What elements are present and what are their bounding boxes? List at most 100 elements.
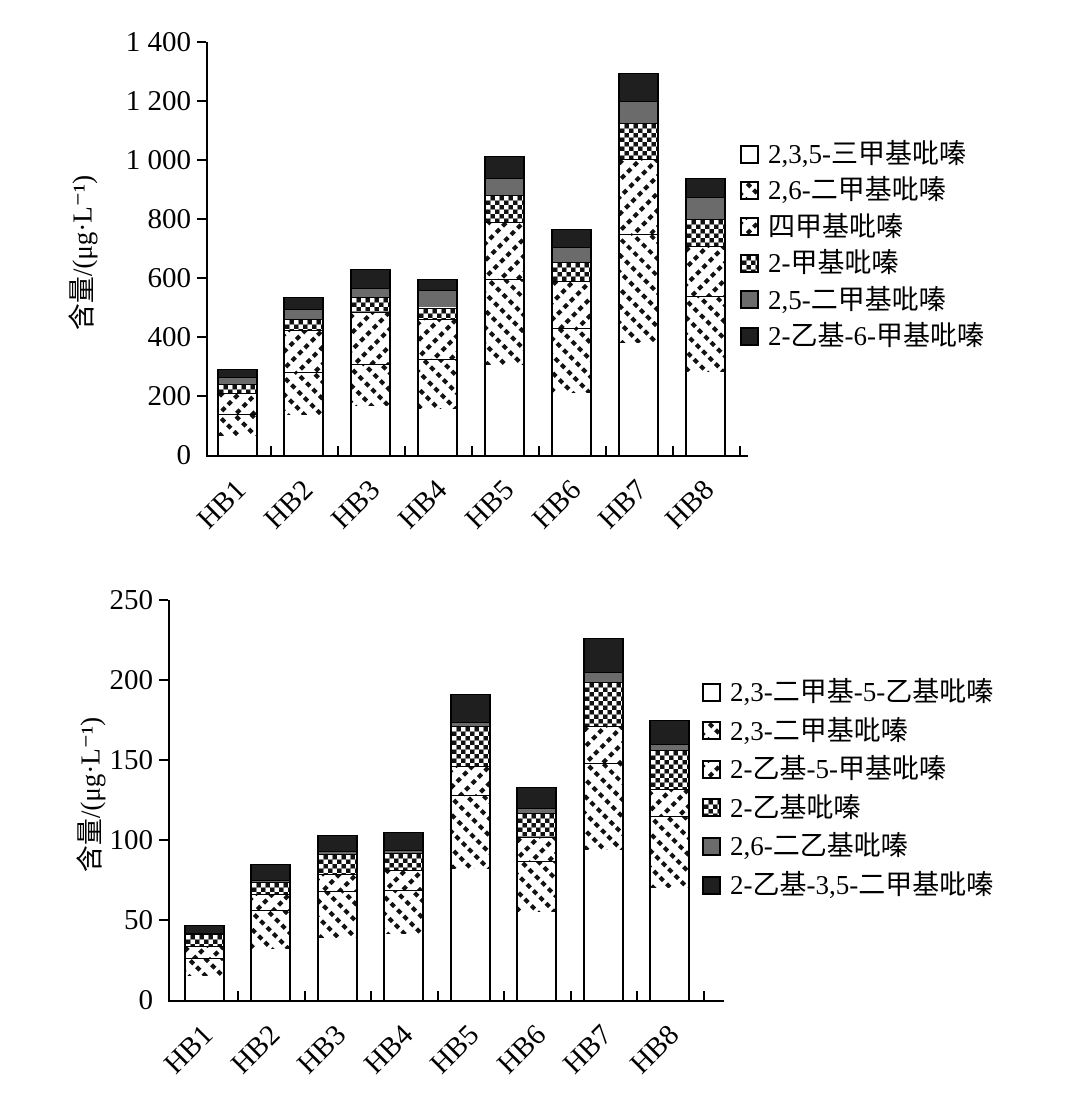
bar-segment: [686, 372, 724, 455]
y-axis-tick: [197, 336, 206, 338]
bottom-chart-y-axis-title: 含量/(μg·L⁻¹): [75, 716, 106, 873]
bar-segment: [185, 975, 223, 1000]
x-axis-minor-tick: [503, 991, 506, 1000]
bar-segment: [252, 881, 289, 895]
bar-segment: [651, 750, 688, 789]
bar-segment: [518, 808, 555, 813]
stacked-bar-HB3: [316, 835, 358, 1002]
bar-segment: [285, 415, 323, 455]
bar-segment: [553, 247, 590, 262]
bar-segment: [352, 406, 390, 455]
legend-label: 2-甲基吡嗪: [768, 248, 899, 279]
bar-segment: [451, 694, 489, 722]
legend-marker-gray-solid: [702, 836, 721, 856]
y-axis-tick-label: 250: [109, 584, 154, 616]
bar-segment: [518, 860, 555, 912]
legend-item: 2,5-二甲基吡嗪: [740, 285, 946, 315]
bar-segment: [619, 342, 657, 455]
legend-label: 2,3-二甲基吡嗪: [730, 715, 908, 746]
y-axis-tick-label: 50: [124, 904, 153, 936]
bar-segment: [686, 177, 724, 197]
stacked-bar-HB8: [684, 177, 726, 457]
bar-segment: [419, 307, 457, 320]
legend-label: 2-乙基-3,5-二甲基吡嗪: [730, 870, 994, 900]
stacked-bar-HB3: [350, 269, 392, 457]
bar-segment: [218, 369, 256, 377]
bar-segment: [486, 177, 524, 196]
bar-segment: [419, 409, 457, 455]
bar-segment: [185, 932, 223, 935]
x-axis-minor-tick: [337, 446, 340, 455]
stacked-bar-HB2: [250, 864, 291, 1002]
bar-segment: [553, 393, 590, 455]
bar-segment: [584, 672, 622, 682]
legend-marker-diagonal-dots-down: [740, 180, 759, 200]
y-axis-tick: [197, 41, 206, 43]
bar-segment: [619, 100, 657, 124]
stacked-bar-HB5: [484, 155, 526, 457]
bar-segment: [185, 934, 223, 946]
stacked-bar-HB2: [283, 297, 325, 457]
stacked-bar-HB7: [617, 72, 659, 457]
bar-segment: [252, 864, 289, 880]
bar-segment: [686, 196, 724, 219]
bar-segment: [185, 924, 223, 933]
x-axis-minor-tick: [471, 446, 474, 455]
legend-label: 2-乙基-5-甲基吡嗪: [730, 754, 946, 785]
bar-segment: [252, 880, 289, 882]
bar-segment: [651, 720, 688, 744]
x-axis-minor-tick: [702, 991, 705, 1000]
stacked-bar-HB7: [582, 638, 624, 1002]
y-axis-tick: [159, 599, 168, 601]
bar-segment: [185, 958, 223, 976]
legend-item: 2,3-二甲基吡嗪: [702, 716, 908, 746]
y-axis-tick-label: 100: [109, 824, 154, 856]
y-axis-tick-label: 200: [147, 380, 192, 412]
y-axis-tick: [159, 839, 168, 841]
legend-item: 2-乙基-5-甲基吡嗪: [702, 754, 946, 784]
bar-segment: [584, 681, 622, 727]
bar-segment: [486, 155, 524, 178]
bar-segment: [385, 849, 422, 853]
legend-label: 2-乙基-6-甲基吡嗪: [768, 321, 984, 351]
x-axis-minor-tick: [436, 991, 439, 1000]
legend-item: 2,3,5-三甲基吡嗪: [740, 139, 966, 169]
bar-segment: [252, 948, 289, 1000]
x-axis-minor-tick: [404, 446, 407, 455]
bar-segment: [518, 911, 555, 1000]
bar-segment: [553, 328, 590, 394]
legend-item: 2-甲基吡嗪: [740, 248, 899, 278]
bar-segment: [419, 289, 457, 308]
bar-segment: [218, 376, 256, 385]
bar-segment: [352, 288, 390, 298]
bar-segment: [385, 934, 422, 1000]
legend-marker-diagonal-dots-down: [702, 721, 721, 741]
bar-segment: [518, 787, 555, 808]
bar-segment: [651, 888, 688, 1000]
bar-segment: [451, 721, 489, 727]
bar-segment: [518, 812, 555, 837]
bar-segment: [252, 894, 289, 911]
x-axis-minor-tick: [604, 446, 607, 455]
bar-segment: [419, 279, 457, 290]
y-axis-line: [206, 42, 209, 457]
y-axis-tick-label: 1 400: [125, 26, 191, 58]
bar-segment: [285, 297, 323, 309]
legend-item: 2-乙基-6-甲基吡嗪: [740, 321, 984, 351]
y-axis-tick: [197, 277, 206, 279]
legend-marker-diagonal-dots-up: [702, 759, 721, 779]
bar-segment: [584, 849, 622, 1000]
bar-segment: [619, 158, 657, 234]
bar-segment: [584, 763, 622, 850]
bar-segment: [419, 359, 457, 410]
bar-segment: [385, 832, 422, 850]
y-axis-tick: [197, 159, 206, 161]
bar-segment: [686, 295, 724, 373]
bar-segment: [451, 726, 489, 767]
bar-segment: [185, 945, 223, 959]
stacked-bar-HB1: [216, 369, 258, 457]
x-axis-minor-tick: [538, 446, 541, 455]
bar-segment: [218, 393, 256, 414]
y-axis-tick-label: 1 000: [125, 144, 191, 176]
